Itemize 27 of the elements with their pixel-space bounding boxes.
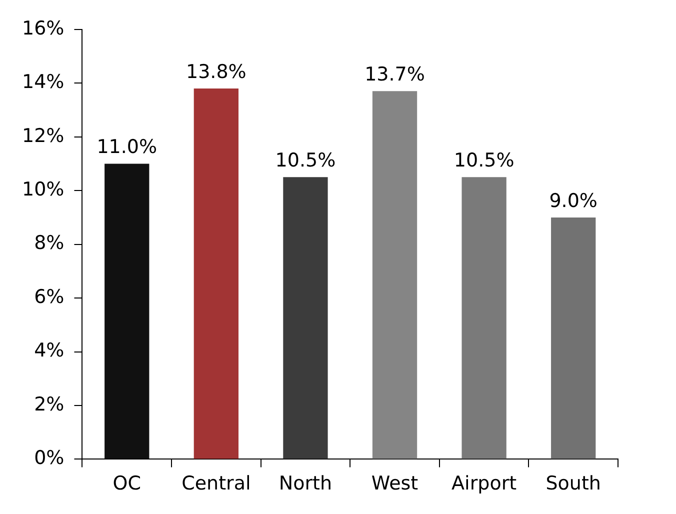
bar — [462, 177, 506, 459]
y-tick-label: 2% — [34, 393, 64, 416]
y-tick-label: 16% — [22, 17, 64, 40]
y-tick-label: 4% — [34, 340, 64, 362]
data-label: 13.7% — [364, 64, 425, 86]
y-tick-label: 8% — [34, 232, 64, 254]
x-tick-label: OC — [112, 472, 141, 495]
data-label: 10.5% — [454, 150, 514, 172]
x-tick-label: North — [278, 472, 332, 495]
bar — [283, 177, 328, 459]
y-tick-label: 10% — [22, 178, 64, 201]
x-tick-label: West — [371, 472, 418, 495]
y-tick-label: 12% — [22, 124, 64, 147]
x-tick-label: South — [546, 472, 601, 495]
bar — [551, 217, 596, 459]
data-label: 10.5% — [275, 150, 336, 172]
data-label: 9.0% — [549, 190, 598, 212]
y-tick-label: 0% — [34, 447, 64, 470]
bar — [104, 164, 150, 459]
y-tick-label: 6% — [34, 286, 64, 308]
bar — [372, 91, 418, 459]
x-tick-label: Central — [182, 472, 251, 495]
x-tick-label: Airport — [452, 472, 517, 495]
bar — [194, 88, 238, 459]
y-tick-label: 14% — [22, 71, 64, 94]
data-label: 11.0% — [96, 136, 158, 158]
data-label: 13.8% — [186, 60, 246, 83]
